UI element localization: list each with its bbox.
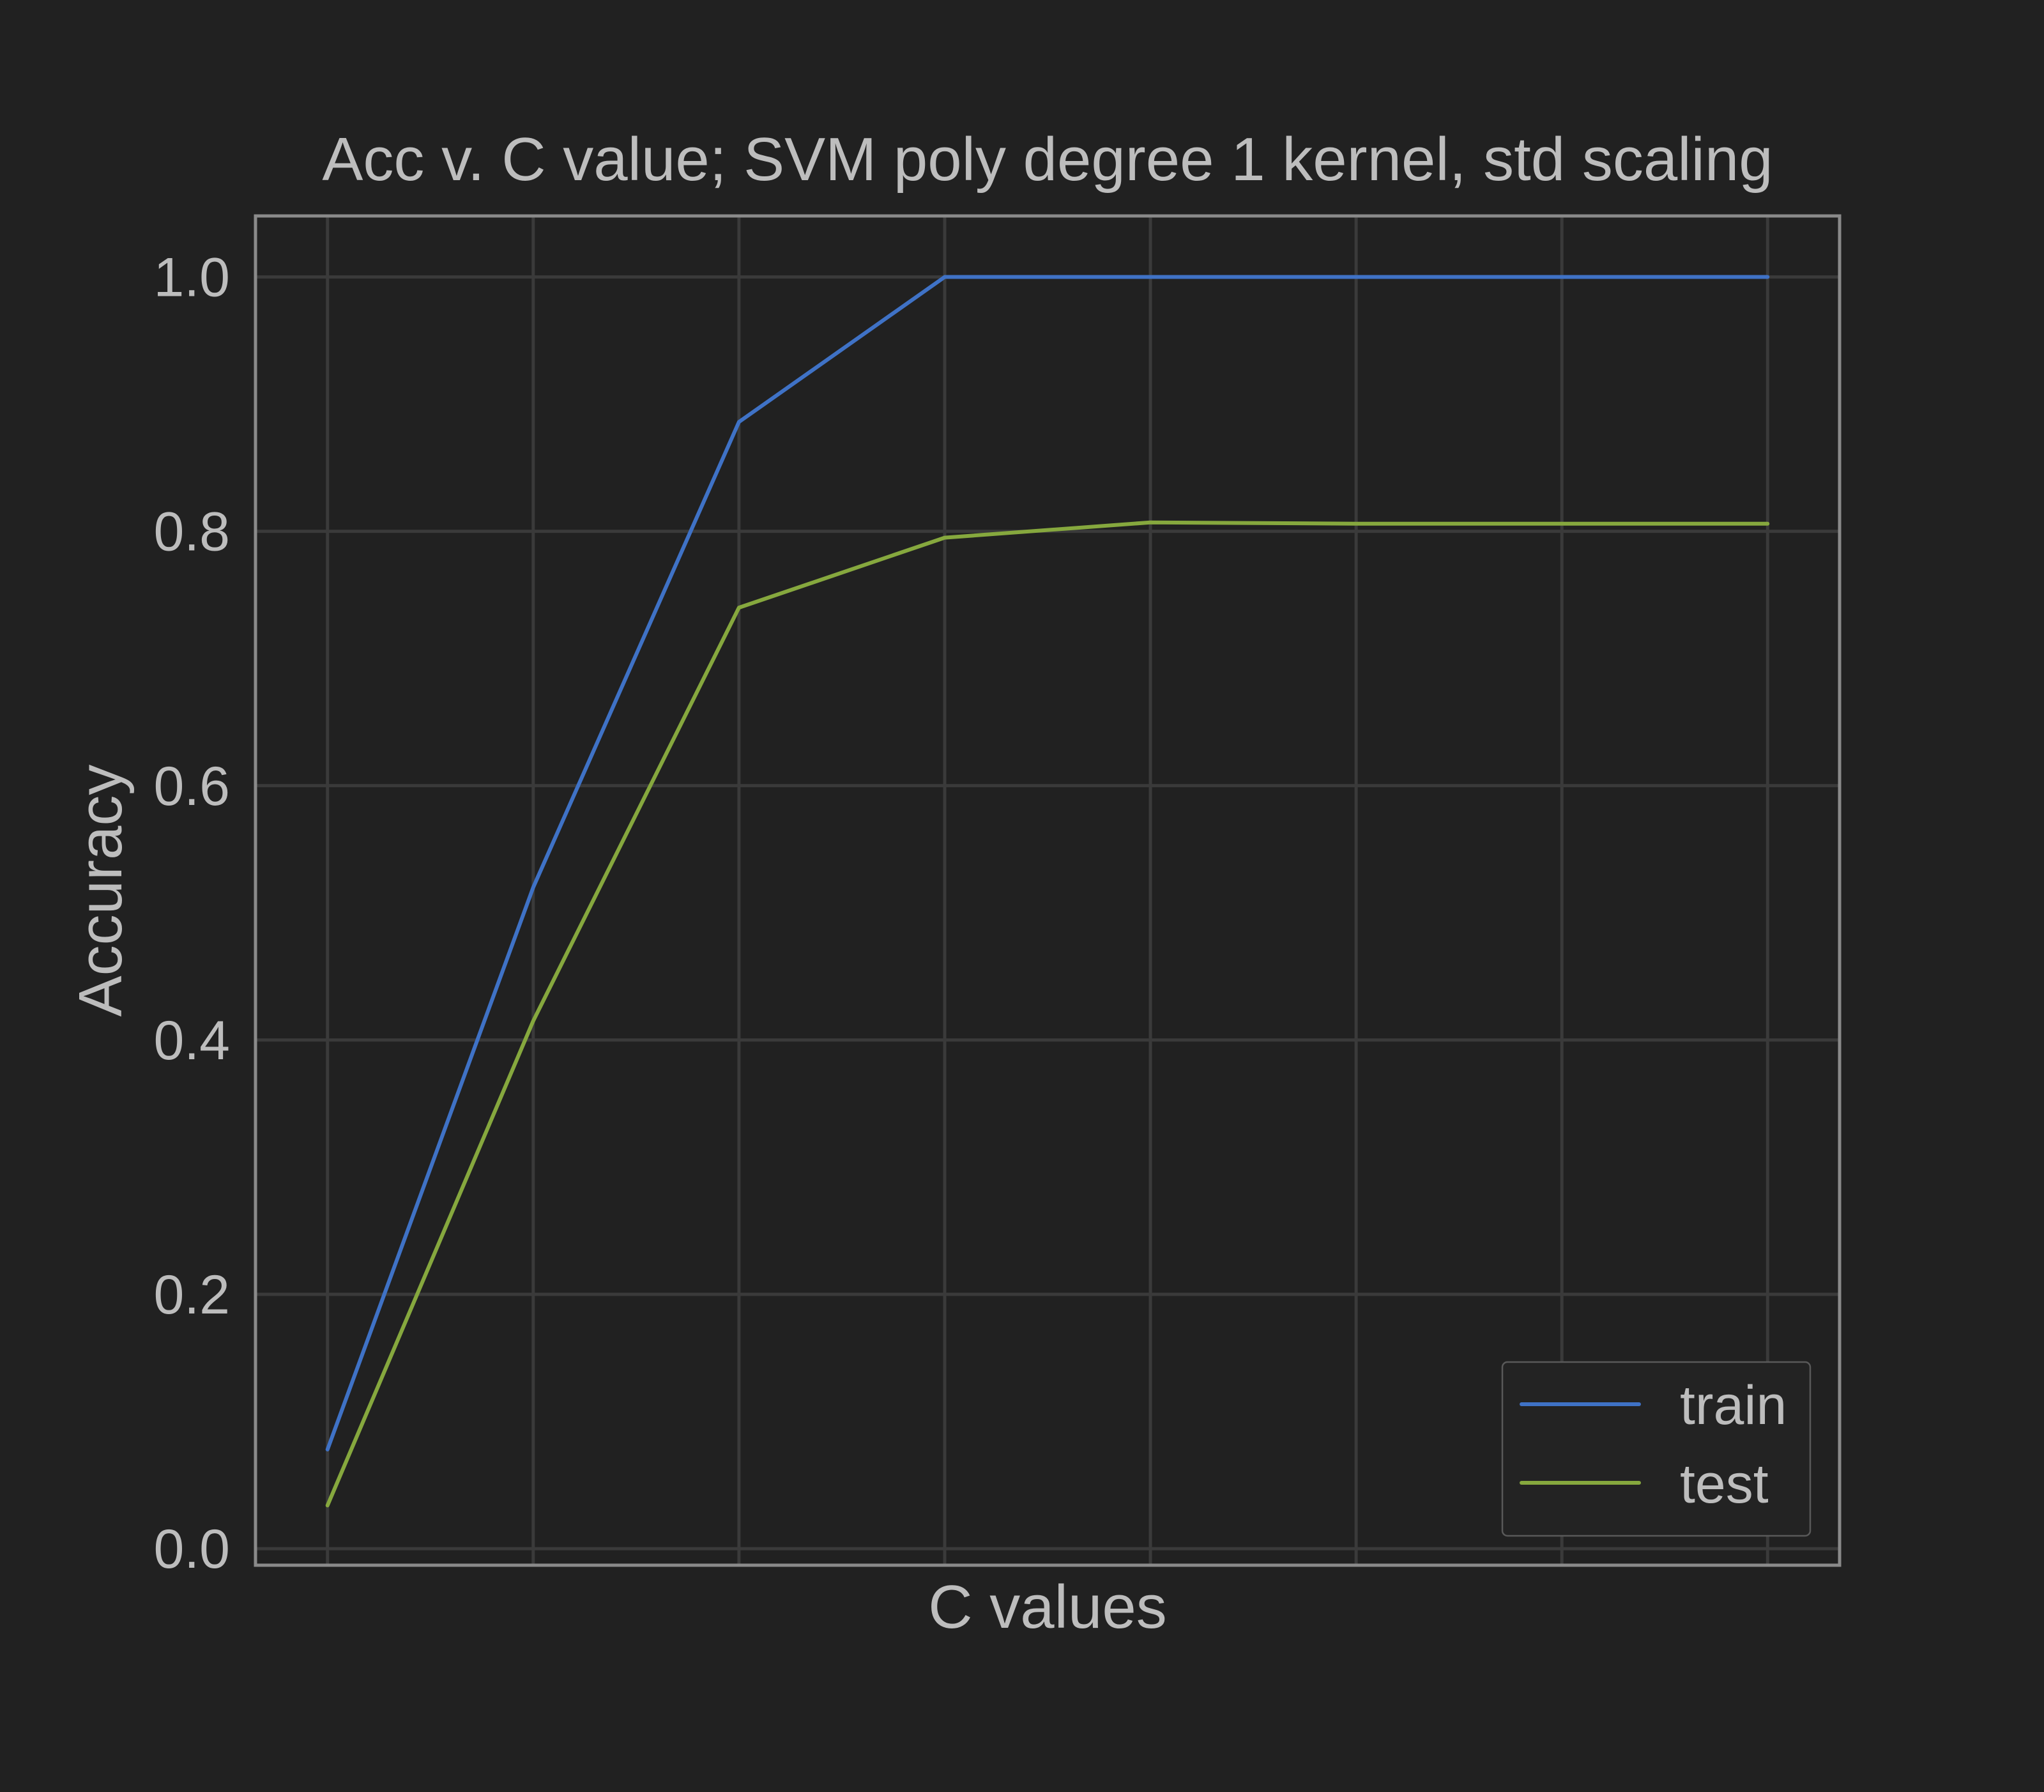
y-tick-label: 0.8 [153,502,230,563]
legend: train test [1501,1361,1811,1537]
legend-label-train: train [1680,1375,1787,1436]
y-tick-label: 0.0 [153,1519,230,1580]
x-axis-label: C values [928,1573,1167,1641]
plot-frame [254,214,1842,1567]
y-tick-label: 1.0 [153,247,230,309]
y-tick-labels: 0.0 0.2 0.4 0.6 0.8 1.0 [153,247,230,1581]
legend-label-test: test [1680,1453,1769,1515]
series-lines [325,275,1770,1508]
chart-title: Acc v. C value; SVM poly degree 1 kernel… [322,125,1773,194]
y-tick-label: 0.4 [153,1010,230,1071]
y-tick-label: 0.6 [153,756,230,817]
series-line-train [325,275,1770,1451]
y-axis-label: Accuracy [66,765,135,1017]
series-line-test [325,520,1770,1508]
y-tick-label: 0.2 [153,1264,230,1326]
